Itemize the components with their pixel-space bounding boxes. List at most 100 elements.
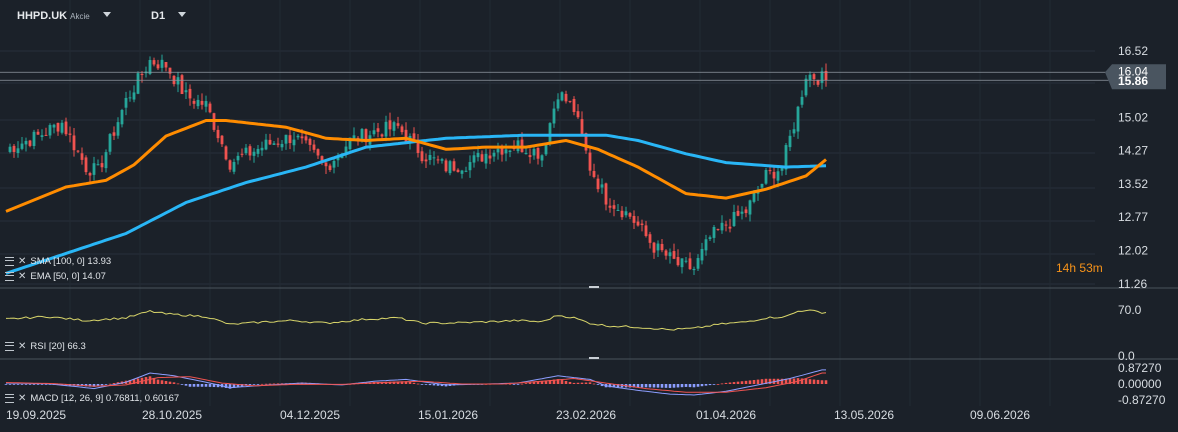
macd-bar <box>212 384 216 388</box>
timeframe-dropdown-icon[interactable] <box>178 12 186 17</box>
candle-body <box>656 243 660 251</box>
candle-body <box>184 90 188 93</box>
macd-bar <box>728 382 732 384</box>
candle <box>596 174 600 193</box>
macd-bar <box>716 384 720 385</box>
candle <box>256 144 260 158</box>
candle <box>308 137 312 152</box>
macd-bar <box>568 381 572 384</box>
candle-body <box>628 213 632 217</box>
candle-body <box>736 210 740 216</box>
candle-body <box>136 73 140 94</box>
candle-body <box>220 135 224 145</box>
macd-bar <box>720 383 724 385</box>
macd-bar <box>160 380 164 384</box>
list-icon[interactable] <box>5 394 14 403</box>
candle-body <box>64 121 68 135</box>
candle <box>304 132 308 144</box>
candle <box>480 150 484 163</box>
candle <box>268 133 272 145</box>
candle-body <box>440 159 444 161</box>
close-icon[interactable]: ✕ <box>18 341 27 352</box>
candle-body <box>208 103 212 113</box>
close-icon[interactable]: ✕ <box>18 393 27 404</box>
symbol-selector[interactable]: HHPD.UK Akcie <box>17 10 90 22</box>
timeframe-label[interactable]: D1 <box>151 10 166 22</box>
candle <box>680 258 684 274</box>
candle-body <box>56 122 60 132</box>
macd-bar <box>228 384 232 389</box>
candle-body <box>36 131 40 135</box>
macd-bar <box>224 384 228 388</box>
symbol-dropdown-icon[interactable] <box>103 12 111 17</box>
candle <box>592 163 596 179</box>
candle-body <box>100 163 104 168</box>
symbol-label: HHPD.UK <box>17 10 68 22</box>
macd-bar <box>572 382 576 384</box>
macd-bar <box>712 384 716 385</box>
candle <box>432 151 436 166</box>
close-icon[interactable]: ✕ <box>18 256 27 267</box>
candle <box>676 249 680 267</box>
macd-bar <box>584 382 588 384</box>
candle <box>572 96 576 116</box>
legend-macd: ✕ MACD [12, 26, 9] 0.76811, 0.60167 <box>5 393 179 404</box>
candle <box>288 129 292 150</box>
candle-body <box>424 159 428 162</box>
pane-resize-handle[interactable] <box>589 286 599 288</box>
candle-body <box>452 161 456 171</box>
candle <box>428 149 432 165</box>
candle-body <box>464 170 468 172</box>
legend-rsi: ✕ RSI [20] 66.3 <box>5 341 86 352</box>
macd-bar <box>272 383 276 385</box>
candle <box>224 145 228 161</box>
candle-body <box>416 139 420 153</box>
price-tick-label: 15.02 <box>1118 110 1148 124</box>
list-icon[interactable] <box>5 257 14 266</box>
candle <box>784 142 788 176</box>
candle <box>72 127 76 157</box>
candle-body <box>32 131 36 146</box>
candle <box>824 63 828 87</box>
candle-body <box>12 145 16 152</box>
macd-legend-text: MACD [12, 26, 9] 0.76811, 0.60167 <box>30 393 180 404</box>
pane-resize-handle[interactable] <box>589 357 599 359</box>
candle <box>316 148 320 160</box>
candle-body <box>604 183 608 205</box>
candle-body <box>196 99 200 107</box>
candle <box>720 215 724 234</box>
macd-bar <box>8 384 12 385</box>
candle-body <box>680 258 684 268</box>
candle <box>660 239 664 253</box>
candle-body <box>8 146 12 152</box>
candle-body <box>116 122 120 136</box>
candle <box>332 159 336 174</box>
candle <box>324 162 328 175</box>
macd-bar <box>736 381 740 384</box>
macd-bar <box>612 384 616 388</box>
candle <box>296 133 300 140</box>
macd-bar <box>424 384 428 385</box>
candle <box>468 155 472 178</box>
macd-bar <box>564 380 568 384</box>
candle <box>244 143 248 156</box>
list-icon[interactable] <box>5 272 14 281</box>
candle-body <box>432 157 436 159</box>
candle <box>216 125 220 143</box>
candle-body <box>568 100 572 102</box>
candle <box>712 224 716 243</box>
macd-bar <box>28 384 32 385</box>
macd-bar <box>668 384 672 388</box>
macd-bar <box>24 384 28 385</box>
candle-body <box>332 160 336 168</box>
list-icon[interactable] <box>5 342 14 351</box>
macd-histogram <box>4 376 828 389</box>
candle <box>528 148 532 164</box>
macd-bar <box>764 378 768 384</box>
close-icon[interactable]: ✕ <box>18 271 27 282</box>
candle-body <box>600 184 604 188</box>
macd-bar <box>136 378 140 384</box>
candle <box>796 105 800 139</box>
